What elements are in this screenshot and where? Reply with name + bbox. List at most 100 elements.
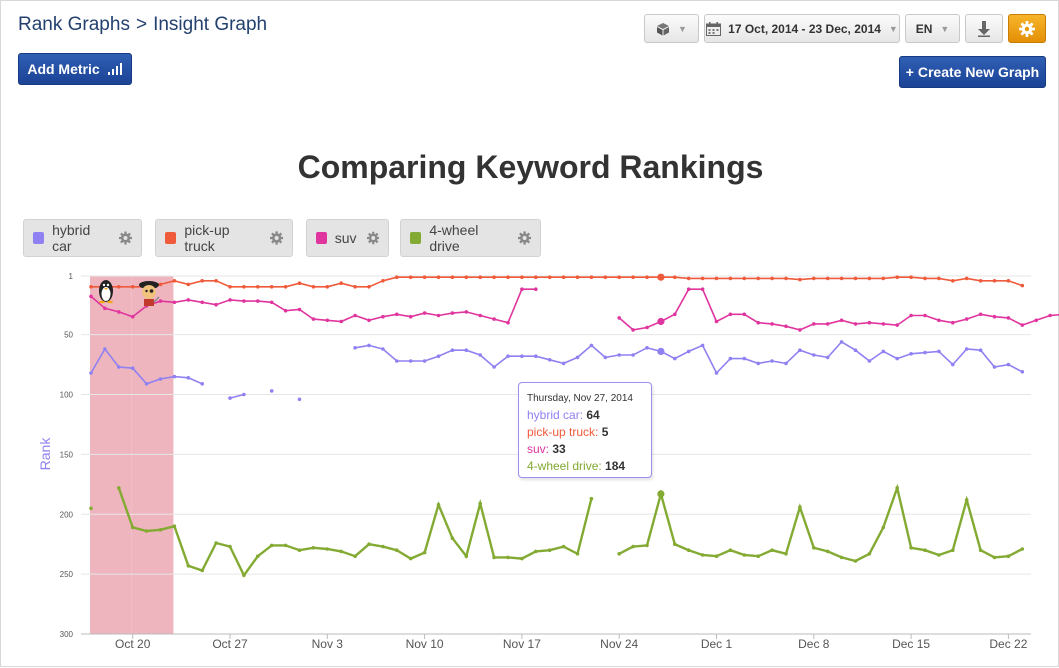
data-point [255,554,260,558]
breadcrumb-parent[interactable]: Rank Graphs [18,14,130,35]
data-point [589,343,594,348]
gear-icon[interactable] [366,231,380,245]
data-point [714,276,719,281]
data-point [200,300,204,305]
data-point [978,548,983,552]
penguin-foot [107,300,113,304]
data-point [269,543,274,548]
data-point [478,353,483,357]
data-point [728,356,733,361]
data-point [700,553,705,557]
data-point [214,302,218,307]
data-point [117,486,121,490]
data-point [283,285,288,289]
data-point [964,347,969,351]
data-point [367,343,371,348]
gear-icon[interactable] [517,231,531,245]
data-point [506,354,510,359]
data-point [89,294,93,299]
data-point [645,275,649,280]
data-point [742,356,747,361]
tooltip-value: 64 [586,408,600,422]
legend-item-hybrid-car[interactable]: hybrid car [23,219,142,257]
data-point [464,554,469,558]
data-point [186,564,191,568]
data-point [520,556,524,561]
export-button[interactable] [965,14,1003,43]
pirate-sword [153,296,160,303]
data-point [657,317,665,326]
data-point [895,275,899,280]
data-point [561,361,566,366]
data-point [784,552,788,556]
chart-tooltip: Thursday, Nov 27, 2014 hybrid car: 64 pic… [518,382,652,478]
gear-icon[interactable] [119,231,132,245]
data-point [367,542,371,546]
chevron-down-icon: ▼ [888,23,898,34]
data-point [339,281,344,286]
data-point [867,552,872,556]
data-point [1020,283,1025,288]
y-axis-label: Rank [37,437,53,471]
legend-item-4-wheel-drive[interactable]: 4-wheel drive [400,219,541,257]
pirate-eye [145,289,148,293]
data-point [534,275,538,280]
create-new-graph-button[interactable]: + Create New Graph [899,56,1046,88]
data-point [951,548,955,552]
data-point [895,356,899,361]
data-point [450,536,455,540]
view-dropdown-button[interactable]: ▼ [644,14,699,43]
data-point [506,555,510,560]
add-metric-button[interactable]: Add Metric [18,53,132,85]
x-tick-label: Oct 20 [115,637,151,651]
gear-icon[interactable] [269,231,283,245]
date-range-picker[interactable]: 17 Oct, 2014 - 23 Dec, 2014 ▼ [704,14,900,43]
y-tick-label: 300 [60,630,74,639]
legend-swatch [410,232,422,244]
breadcrumb-current: Insight Graph [153,14,268,35]
data-point [450,311,455,315]
data-point [283,308,288,313]
data-point [228,298,232,302]
data-point [89,285,93,289]
data-point [117,285,121,289]
data-point [200,279,204,283]
data-point [353,285,357,289]
data-point [130,525,135,530]
data-point [714,371,719,375]
penguin-eye [106,283,110,287]
data-point [158,528,163,532]
cube-icon [657,22,670,35]
data-point [812,546,816,550]
legend-item-suv[interactable]: suv [306,219,389,257]
data-point [645,543,649,548]
legend-label: suv [334,230,357,246]
data-point [798,277,802,282]
data-point [742,312,747,317]
data-point [478,313,483,318]
data-point [909,546,913,550]
data-point [158,377,163,381]
data-point [909,313,913,318]
data-point [700,287,705,292]
data-point [992,365,997,369]
tooltip-row: 4-wheel drive: 184 [527,458,643,475]
settings-button[interactable] [1008,14,1046,43]
language-select[interactable]: EN ▼ [905,14,960,43]
data-point [492,555,496,560]
data-point [381,544,385,549]
data-point [798,505,802,509]
penguin-eye [102,283,106,287]
data-point [228,544,232,549]
data-point [673,356,677,361]
data-point [520,287,524,292]
data-point [617,353,621,357]
data-point [964,276,969,281]
series-line [91,276,1023,288]
data-point [617,552,621,556]
data-point [839,318,844,323]
data-point [631,544,635,549]
legend-item-pick-up-truck[interactable]: pick-up truck [155,219,293,257]
x-tick-label: Nov 10 [406,637,444,651]
